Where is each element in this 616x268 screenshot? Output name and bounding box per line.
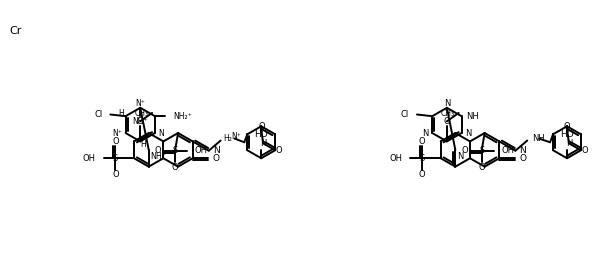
Text: S: S <box>172 146 177 155</box>
Text: HO: HO <box>254 130 268 139</box>
Text: N: N <box>466 129 472 137</box>
Text: H: H <box>118 109 123 118</box>
Text: O: O <box>564 122 570 131</box>
Text: N: N <box>566 139 572 148</box>
Text: S: S <box>479 146 484 155</box>
Text: OH: OH <box>501 146 514 155</box>
Text: O: O <box>258 122 265 131</box>
Text: O: O <box>444 117 450 126</box>
Text: OH: OH <box>389 154 402 163</box>
Text: O: O <box>213 154 220 163</box>
Text: O: O <box>582 146 588 155</box>
Text: NH⁺: NH⁺ <box>151 152 167 161</box>
Text: Cr: Cr <box>9 26 22 36</box>
Text: NH⁺: NH⁺ <box>132 117 148 126</box>
Text: N⁺: N⁺ <box>113 129 123 137</box>
Text: O: O <box>112 137 119 146</box>
Text: Cl: Cl <box>401 110 409 119</box>
Text: O: O <box>155 146 161 155</box>
Text: S: S <box>419 154 424 163</box>
Text: O: O <box>461 146 468 155</box>
Text: N: N <box>519 146 526 155</box>
Text: NH: NH <box>532 134 545 143</box>
Text: Cl: Cl <box>94 110 102 119</box>
Text: OH: OH <box>83 154 95 163</box>
Text: NH: NH <box>466 112 479 121</box>
Text: O: O <box>519 154 527 163</box>
Text: NH₂⁺: NH₂⁺ <box>173 112 192 121</box>
Text: N⁺: N⁺ <box>232 132 241 141</box>
Text: HO: HO <box>560 130 574 139</box>
Text: H: H <box>140 140 146 149</box>
Text: N: N <box>444 99 450 108</box>
Text: OH: OH <box>195 146 208 155</box>
Text: CH₃: CH₃ <box>441 109 455 118</box>
Text: O: O <box>419 170 426 180</box>
Text: O: O <box>172 163 179 172</box>
Text: O: O <box>419 137 426 146</box>
Text: N: N <box>422 129 428 137</box>
Text: O: O <box>276 146 282 155</box>
Text: O: O <box>479 163 485 172</box>
Text: N: N <box>260 139 266 148</box>
Text: N⁺: N⁺ <box>136 99 145 108</box>
Text: N: N <box>158 129 164 137</box>
Text: CH₃: CH₃ <box>134 109 148 118</box>
Text: N: N <box>213 146 219 155</box>
Text: S: S <box>113 154 118 163</box>
Text: H₂: H₂ <box>224 134 232 143</box>
Text: O: O <box>112 170 119 180</box>
Text: N: N <box>457 152 464 161</box>
Text: O: O <box>137 117 144 126</box>
